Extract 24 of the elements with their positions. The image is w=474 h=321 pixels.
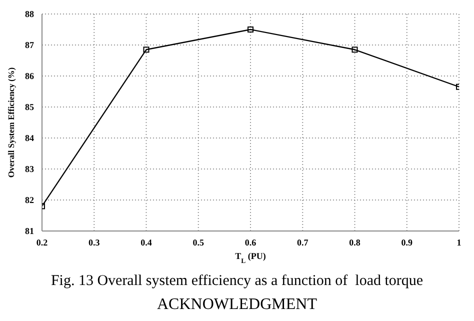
x-tick-label: 0.2 [36, 237, 48, 248]
x-axis-title: T$_{L}$ (PU) [235, 251, 266, 264]
y-tick-label: 82 [25, 195, 34, 206]
x-tick-label: 1 [456, 237, 462, 248]
y-tick-label: 88 [25, 9, 34, 20]
y-axis-title: Overall System Efficiency (%) [6, 67, 16, 178]
point [248, 26, 254, 32]
y-tick-label: 84 [25, 133, 34, 144]
text: ACKNOWLEDGMENT [156, 296, 318, 314]
x-tick-label: 0.9 [401, 237, 413, 248]
y-tick-label: 87 [25, 40, 34, 50]
x-tick-label: 0.7 [297, 237, 309, 248]
x-tick-label: 0.5 [192, 237, 204, 248]
y-tick-label: 85 [25, 102, 34, 112]
x-tick-label: 0.8 [349, 237, 361, 248]
point [352, 46, 358, 53]
x-tick-label: 0.6 [244, 237, 257, 248]
y-tick-label: 83 [25, 164, 34, 174]
y-tick-label: 81 [25, 226, 34, 236]
x-tick-label: 0.3 [88, 237, 100, 248]
caption: Fig. 13 Overall system efficiency as a function of load torque [50, 273, 424, 290]
point [143, 46, 150, 53]
y-tick-label: 86 [25, 71, 34, 82]
x-tick-label: 0.4 [140, 237, 152, 248]
